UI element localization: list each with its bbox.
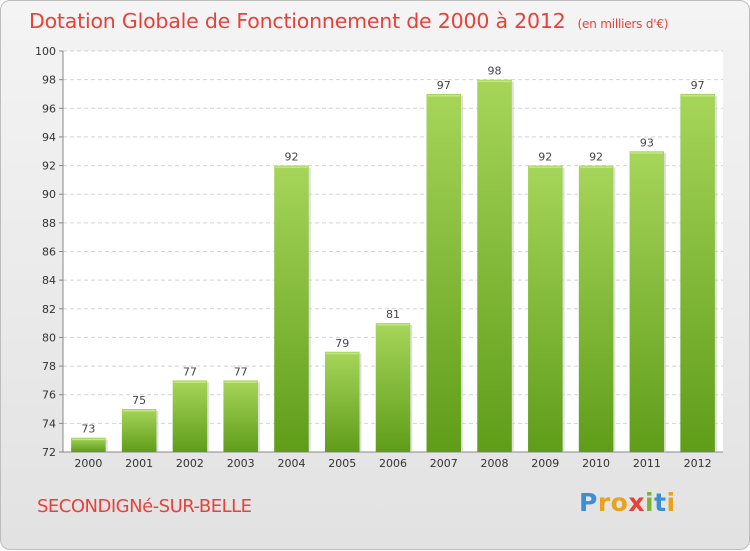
bar-value-label: 97 [691,79,705,92]
x-tick-label: 2001 [125,457,153,470]
bar-highlight [224,381,257,383]
x-tick-label: 2009 [531,457,559,470]
x-tick-label: 2004 [277,457,305,470]
bar-value-label: 77 [183,365,197,378]
proxiti-logo: Proxiti [579,488,676,517]
logo-letter: P [579,488,598,517]
bar [680,93,715,452]
bar [324,351,360,452]
bar-highlight [173,381,207,383]
bar-value-label: 93 [640,136,654,149]
bar-value-label: 92 [589,151,603,164]
bar [172,380,208,452]
y-tick-label: 88 [42,217,56,230]
bar-value-label: 98 [488,65,502,78]
bar-highlight [478,80,511,83]
logo-letter: t [654,488,667,517]
y-tick-label: 82 [42,303,56,316]
bar [578,165,614,453]
bar-highlight [122,410,156,412]
y-tick-label: 92 [42,160,56,173]
bar [71,437,106,452]
x-tick-label: 2005 [328,457,356,470]
bar-highlight [630,152,664,154]
logo-letter: i [666,488,676,517]
bar-highlight [579,166,613,169]
bar [375,323,411,452]
bar-highlight [529,166,562,169]
bar-value-label: 73 [81,423,95,436]
logo-letter: r [597,488,611,517]
bar-highlight [427,94,461,97]
x-tick-label: 2003 [227,457,255,470]
bar-highlight [325,352,359,355]
bar-highlight [275,166,308,169]
x-tick-label: 2002 [176,457,204,470]
x-tick-label: 2012 [684,457,712,470]
bar [121,409,157,452]
y-tick-label: 94 [42,131,56,144]
bar [274,165,309,453]
bar-value-label: 81 [386,308,400,321]
y-tick-label: 96 [42,102,56,115]
chart-title: Dotation Globale de Fonctionnement de 20… [29,9,668,33]
commune-name: SECONDIGNé-SUR-BELLE [37,496,252,517]
chart-subtitle: (en milliers d'€) [577,17,669,31]
bar [223,380,258,452]
y-tick-label: 74 [42,417,56,430]
y-tick-label: 84 [42,274,56,287]
y-tick-label: 72 [42,446,56,459]
x-tick-label: 2011 [633,457,661,470]
bar [629,151,665,452]
bar [426,93,462,452]
chart-title-text: Dotation Globale de Fonctionnement de 20… [29,9,566,33]
bar-value-label: 92 [538,151,552,164]
x-tick-label: 2008 [481,457,509,470]
bar-value-label: 92 [284,151,298,164]
y-tick-label: 76 [42,389,56,402]
bar [477,79,512,453]
bar [528,165,563,453]
bar-value-label: 75 [132,394,146,407]
bar-highlight [681,94,714,97]
y-tick-label: 80 [42,331,56,344]
bar-value-label: 79 [335,337,349,350]
y-tick-label: 100 [35,45,56,58]
bar-highlight [376,324,410,326]
x-tick-label: 2007 [430,457,458,470]
y-tick-label: 86 [42,246,56,259]
y-tick-label: 90 [42,188,56,201]
logo-letter: o [610,488,629,517]
bar-value-label: 97 [437,79,451,92]
logo-letter: x [628,488,645,517]
logo-letter: i [645,488,655,517]
x-tick-label: 2000 [74,457,102,470]
x-tick-label: 2010 [582,457,610,470]
bar-highlight [72,438,105,441]
x-tick-label: 2006 [379,457,407,470]
y-tick-label: 78 [42,360,56,373]
y-tick-label: 98 [42,74,56,87]
bar-value-label: 77 [234,365,248,378]
